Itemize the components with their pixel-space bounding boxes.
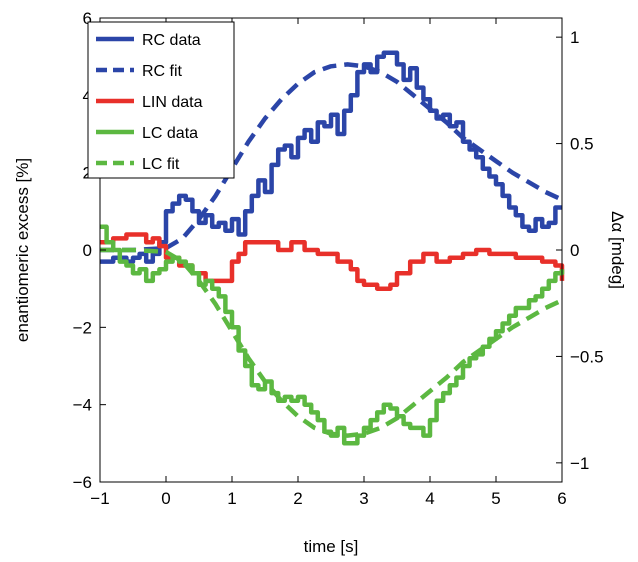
y2-tick-label: −0.5 — [570, 347, 604, 366]
y-tick-label: −2 — [73, 318, 92, 337]
series-line-lc-fit — [100, 247, 563, 438]
legend-entry: LC fit — [142, 156, 180, 173]
legend-entry: RC fit — [142, 63, 183, 80]
y-tick-label: 0 — [83, 241, 92, 260]
x-tick-label: 1 — [227, 489, 236, 508]
series-line-rc-fit — [100, 62, 563, 253]
y2-tick-label: 0 — [570, 241, 579, 260]
y-tick-label: 4 — [83, 86, 92, 105]
plot-frame — [99, 17, 563, 483]
x-tick-label: 2 — [293, 489, 302, 508]
legend-entry: RC data — [142, 32, 201, 49]
y-tick-label: −6 — [73, 473, 92, 492]
x-tick-label: 0 — [161, 489, 170, 508]
y-tick-label: 6 — [83, 9, 92, 28]
y2-tick-label: 0.5 — [570, 135, 594, 154]
x-tick-label: 5 — [491, 489, 500, 508]
legend-entry: LC data — [142, 125, 198, 142]
legend-entry: LIN data — [142, 94, 203, 111]
x-tick-label: −1 — [90, 489, 109, 508]
y2-tick-label: 1 — [570, 28, 579, 47]
legend: RC data RC fit LIN data LC data LC fit — [87, 21, 235, 179]
y-axis-label: enantiomeric excess [%] — [13, 158, 32, 342]
series-layer — [100, 50, 565, 446]
y2-tick-label: −1 — [570, 454, 589, 473]
x-tick-label: 6 — [557, 489, 566, 508]
y-tick-label: 2 — [83, 164, 92, 183]
x-tick-label: 3 — [359, 489, 368, 508]
series-line-lin-data — [100, 232, 565, 291]
x-axis-label: time [s] — [304, 537, 359, 556]
x-tick-label: 4 — [425, 489, 434, 508]
series-line-rc-data — [100, 50, 562, 264]
y2-axis-label: Δα [mdeg] — [608, 211, 627, 289]
y-tick-label: −4 — [73, 396, 92, 415]
